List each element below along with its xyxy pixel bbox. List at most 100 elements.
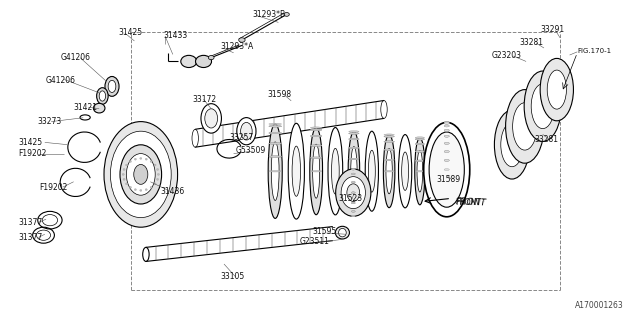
Ellipse shape [384,134,394,136]
Text: 31595: 31595 [312,228,337,236]
Ellipse shape [444,135,449,137]
Ellipse shape [154,183,156,185]
Ellipse shape [399,135,412,208]
Ellipse shape [123,169,125,171]
Ellipse shape [145,189,147,191]
Ellipse shape [310,157,322,158]
Text: G41206: G41206 [61,53,91,62]
Ellipse shape [111,131,172,218]
Ellipse shape [415,170,424,172]
Ellipse shape [351,202,355,204]
Ellipse shape [444,151,449,153]
Ellipse shape [105,76,119,96]
Ellipse shape [444,142,449,144]
Text: 31421: 31421 [74,103,98,112]
Ellipse shape [117,197,120,199]
Ellipse shape [347,184,360,202]
Ellipse shape [209,56,214,60]
Ellipse shape [444,135,449,137]
Ellipse shape [134,204,138,207]
Text: FIG.170-1: FIG.170-1 [577,48,611,54]
Ellipse shape [168,190,172,193]
Ellipse shape [134,142,138,145]
Ellipse shape [351,181,355,183]
Ellipse shape [383,135,395,208]
Ellipse shape [349,158,359,160]
Ellipse shape [386,148,392,194]
Ellipse shape [415,139,424,140]
Ellipse shape [531,84,554,129]
Ellipse shape [429,132,465,207]
Ellipse shape [384,149,394,150]
Ellipse shape [547,70,566,109]
Ellipse shape [292,146,301,196]
Ellipse shape [241,123,252,140]
Ellipse shape [134,164,148,184]
Ellipse shape [415,151,424,152]
Ellipse shape [174,173,177,176]
Ellipse shape [351,168,355,170]
Text: 31293*B: 31293*B [253,10,286,19]
Ellipse shape [339,228,346,237]
Ellipse shape [415,151,424,152]
Ellipse shape [348,132,360,211]
Ellipse shape [349,138,359,140]
Ellipse shape [336,169,371,216]
Ellipse shape [237,118,256,145]
Ellipse shape [123,178,125,180]
Ellipse shape [384,170,394,172]
Text: 31377: 31377 [18,218,42,227]
Ellipse shape [424,123,470,217]
Ellipse shape [288,123,305,219]
Ellipse shape [106,164,109,167]
Ellipse shape [351,211,355,212]
Ellipse shape [162,149,164,152]
Ellipse shape [444,129,449,131]
Ellipse shape [284,12,289,16]
Ellipse shape [351,211,355,212]
Ellipse shape [384,141,394,142]
Ellipse shape [349,170,359,172]
Ellipse shape [110,156,113,159]
Text: 33291: 33291 [541,25,565,34]
Ellipse shape [99,91,106,101]
Ellipse shape [106,182,109,185]
Ellipse shape [269,170,282,172]
Text: 31523: 31523 [338,194,362,203]
Ellipse shape [506,90,544,163]
Ellipse shape [157,178,159,180]
Ellipse shape [173,164,175,167]
Ellipse shape [310,145,322,147]
Ellipse shape [349,133,359,134]
Ellipse shape [312,144,319,198]
Text: 33257: 33257 [229,133,253,142]
Ellipse shape [351,181,355,183]
Ellipse shape [201,104,221,133]
Text: G53509: G53509 [236,146,266,155]
Ellipse shape [271,142,279,200]
Ellipse shape [93,103,105,113]
Ellipse shape [384,159,394,161]
Ellipse shape [108,80,116,92]
Text: 33105: 33105 [221,272,245,281]
Text: 31377: 31377 [18,233,42,242]
Ellipse shape [369,150,375,192]
Ellipse shape [444,142,449,144]
Ellipse shape [384,149,394,150]
Ellipse shape [444,125,449,127]
Ellipse shape [162,197,164,199]
Ellipse shape [97,88,108,104]
Text: G41206: G41206 [46,76,76,84]
Ellipse shape [269,143,282,144]
Text: 33273: 33273 [37,117,61,126]
Ellipse shape [349,158,359,160]
Ellipse shape [415,138,425,205]
Ellipse shape [134,158,136,160]
Ellipse shape [310,128,323,215]
Ellipse shape [524,71,561,141]
Ellipse shape [310,135,322,137]
Ellipse shape [117,149,120,152]
Ellipse shape [310,129,322,131]
Ellipse shape [444,122,449,124]
Text: 33281: 33281 [534,135,558,144]
